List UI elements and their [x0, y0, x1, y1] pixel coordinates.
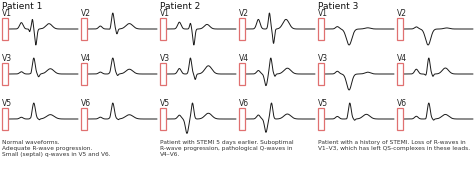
- Bar: [239, 63, 245, 85]
- Bar: [318, 108, 324, 130]
- Text: V5: V5: [160, 99, 170, 108]
- Bar: [397, 63, 403, 85]
- Text: V2: V2: [81, 9, 91, 18]
- Bar: [81, 108, 87, 130]
- Bar: [2, 63, 8, 85]
- Text: Patient with STEMI 5 days earlier. Suboptimal
R-wave progression, pathological Q: Patient with STEMI 5 days earlier. Subop…: [160, 140, 293, 157]
- Bar: [2, 108, 8, 130]
- Text: V6: V6: [397, 99, 407, 108]
- Text: Patient 3: Patient 3: [318, 2, 358, 11]
- Text: V1: V1: [318, 9, 328, 18]
- Text: V4: V4: [239, 54, 249, 63]
- Text: V4: V4: [397, 54, 407, 63]
- Bar: [160, 18, 166, 40]
- Text: V1: V1: [160, 9, 170, 18]
- Text: V5: V5: [318, 99, 328, 108]
- Bar: [239, 108, 245, 130]
- Bar: [81, 18, 87, 40]
- Text: V6: V6: [239, 99, 249, 108]
- Bar: [2, 18, 8, 40]
- Text: V2: V2: [397, 9, 407, 18]
- Text: V6: V6: [81, 99, 91, 108]
- Text: V5: V5: [2, 99, 12, 108]
- Bar: [318, 63, 324, 85]
- Bar: [81, 63, 87, 85]
- Text: V4: V4: [81, 54, 91, 63]
- Text: V2: V2: [239, 9, 249, 18]
- Text: V3: V3: [160, 54, 170, 63]
- Text: Normal waveforms.
Adequate R-wave progression.
Small (septal) q-waves in V5 and : Normal waveforms. Adequate R-wave progre…: [2, 140, 110, 157]
- Text: V3: V3: [318, 54, 328, 63]
- Text: V3: V3: [2, 54, 12, 63]
- Text: Patient with a history of STEMI. Loss of R-waves in
V1–V3, which has left QS-com: Patient with a history of STEMI. Loss of…: [318, 140, 470, 151]
- Bar: [318, 18, 324, 40]
- Bar: [160, 108, 166, 130]
- Text: V1: V1: [2, 9, 12, 18]
- Bar: [239, 18, 245, 40]
- Text: Patient 1: Patient 1: [2, 2, 42, 11]
- Bar: [397, 108, 403, 130]
- Text: Patient 2: Patient 2: [160, 2, 200, 11]
- Bar: [160, 63, 166, 85]
- Bar: [397, 18, 403, 40]
